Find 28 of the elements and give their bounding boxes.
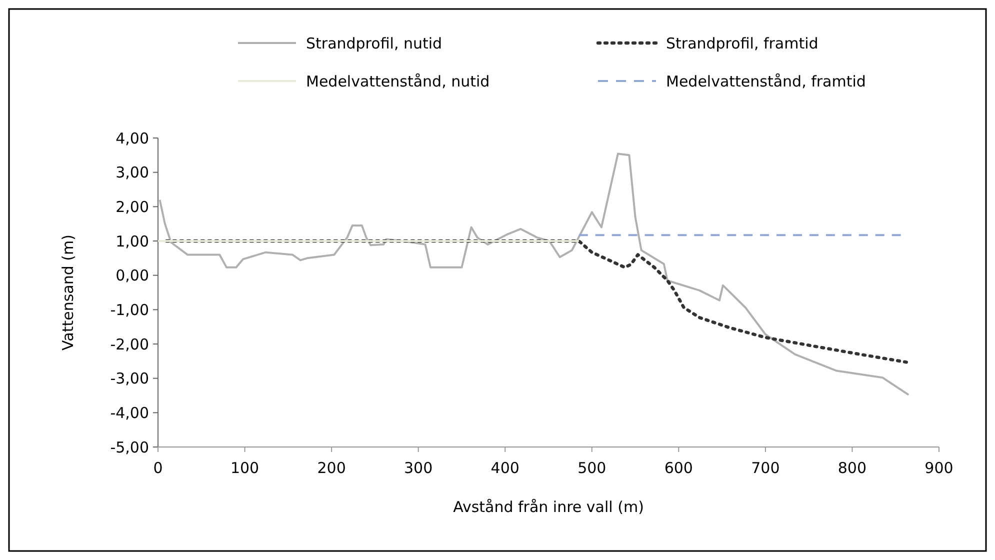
- y-tick-label: 3,00: [116, 164, 149, 182]
- y-tick-label: -1,00: [110, 300, 149, 319]
- legend-label: Medelvattenstånd, nutid: [306, 72, 490, 90]
- y-tick-label: 1,00: [116, 232, 149, 250]
- y-tick-label: 4,00: [116, 129, 149, 148]
- x-tick-label: 100: [230, 459, 260, 477]
- y-tick-label: -2,00: [110, 335, 149, 354]
- legend-label: Strandprofil, framtid: [666, 34, 818, 52]
- y-tick-label: 2,00: [116, 198, 149, 216]
- y-tick-label: -5,00: [110, 438, 149, 456]
- line-series: [158, 152, 910, 396]
- line-series: [165, 239, 910, 364]
- legend-label: Medelvattenstånd, framtid: [666, 72, 866, 90]
- x-tick-label: 300: [404, 459, 433, 477]
- x-axis-title: Avstånd från inre vall (m): [453, 498, 644, 516]
- x-tick-label: 400: [490, 459, 520, 477]
- x-tick-label: 700: [751, 459, 780, 477]
- x-tick-label: 600: [664, 459, 693, 477]
- x-tick-label: 200: [317, 459, 346, 477]
- x-tick-label: 900: [924, 459, 954, 477]
- legend-label: Strandprofil, nutid: [306, 34, 442, 52]
- y-axis-title: Vattensand (m): [59, 234, 77, 350]
- x-tick-label: 500: [578, 459, 606, 477]
- x-tick-label: 0: [153, 459, 163, 477]
- y-tick-label: -3,00: [110, 370, 149, 388]
- y-tick-label: -4,00: [110, 404, 149, 422]
- x-tick-label: 800: [838, 459, 867, 477]
- y-tick-label: 0,00: [116, 266, 149, 285]
